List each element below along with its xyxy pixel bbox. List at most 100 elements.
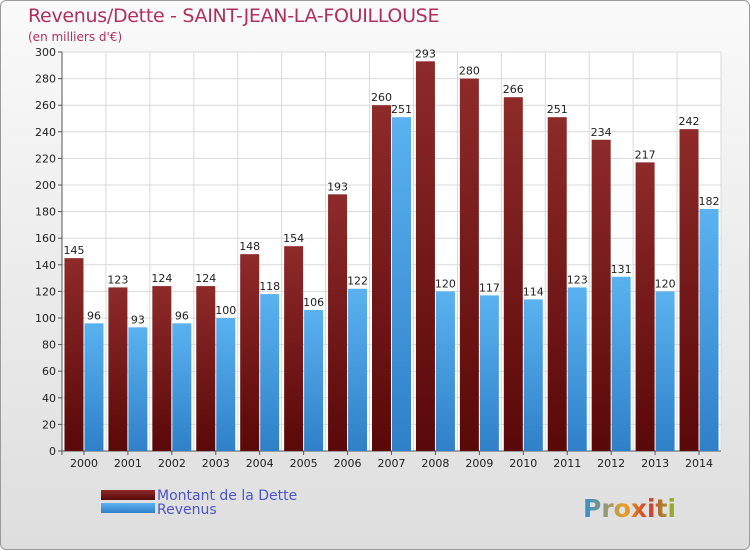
x-tick-label: 2000 [70, 457, 98, 470]
bar-dette [108, 287, 128, 451]
value-label-dette: 260 [371, 91, 392, 104]
x-tick-label: 2013 [641, 457, 669, 470]
x-tick-label: 2010 [509, 457, 537, 470]
y-tick-label: 280 [35, 73, 56, 86]
value-label-dette: 145 [63, 244, 84, 257]
value-label-revenus: 122 [347, 275, 368, 288]
bar-revenus [260, 294, 280, 451]
bar-revenus [128, 327, 148, 451]
x-tick-label: 2012 [597, 457, 625, 470]
y-tick-label: 120 [35, 285, 56, 298]
proxiti-logo: Proxiti [583, 494, 676, 523]
bar-revenus [479, 295, 499, 451]
y-tick-label: 100 [35, 312, 56, 325]
chart-subtitle: (en milliers d'€) [28, 30, 123, 44]
bar-dette [284, 246, 304, 451]
x-tick-label: 2001 [114, 457, 142, 470]
bar-revenus [567, 287, 587, 451]
legend-swatch-revenus [101, 503, 155, 513]
y-tick-label: 240 [35, 126, 56, 139]
y-tick-label: 260 [35, 99, 56, 112]
value-label-dette: 148 [239, 240, 260, 253]
plot-area [62, 52, 721, 451]
value-label-revenus: 120 [435, 277, 456, 290]
bar-revenus [611, 276, 631, 451]
y-tick-label: 300 [35, 46, 56, 59]
bar-dette [64, 258, 84, 451]
bar-dette [459, 78, 479, 451]
bar-revenus [655, 291, 675, 451]
legend: Montant de la Dette Revenus [101, 488, 297, 518]
x-tick-label: 2004 [246, 457, 274, 470]
bar-revenus [84, 323, 104, 451]
y-tick-label: 140 [35, 259, 56, 272]
bar-dette [415, 61, 435, 452]
x-tick-label: 2008 [421, 457, 449, 470]
legend-swatch-dette [101, 490, 155, 500]
value-label-revenus: 106 [303, 296, 324, 309]
x-tick-label: 2005 [290, 457, 318, 470]
y-tick-label: 80 [42, 339, 56, 352]
y-tick-label: 160 [35, 232, 56, 245]
y-tick-label: 40 [42, 392, 56, 405]
chart-title: Revenus/Dette - SAINT-JEAN-LA-FOUILLOUSE [28, 5, 440, 27]
y-tick-label: 60 [42, 365, 56, 378]
bar-revenus [216, 318, 236, 451]
x-tick-label: 2006 [334, 457, 362, 470]
value-label-revenus: 131 [611, 263, 632, 276]
value-label-dette: 266 [503, 83, 524, 96]
x-tick-label: 2011 [553, 457, 581, 470]
value-label-dette: 124 [151, 272, 172, 285]
y-tick-label: 0 [49, 445, 56, 458]
y-tick-label: 220 [35, 152, 56, 165]
bar-dette [372, 105, 391, 451]
value-label-revenus: 100 [215, 304, 236, 317]
value-label-dette: 242 [679, 115, 700, 128]
value-label-dette: 217 [635, 148, 656, 161]
value-label-dette: 193 [327, 180, 348, 193]
bar-dette [328, 194, 348, 451]
value-label-dette: 124 [195, 272, 216, 285]
bar-dette [240, 254, 260, 451]
legend-label-revenus: Revenus [157, 502, 217, 518]
bar-revenus [699, 208, 719, 451]
value-label-revenus: 182 [699, 195, 720, 208]
bar-dette [591, 139, 611, 451]
y-tick-label: 200 [35, 179, 56, 192]
y-tick-label: 180 [35, 206, 56, 219]
value-label-revenus: 123 [567, 273, 588, 286]
value-label-dette: 251 [547, 103, 568, 116]
value-label-dette: 234 [591, 126, 612, 139]
x-tick-label: 2014 [685, 457, 713, 470]
bar-revenus [435, 291, 455, 451]
bar-revenus [392, 117, 411, 452]
bar-revenus [348, 288, 368, 451]
x-tick-label: 2003 [202, 457, 230, 470]
bar-revenus [304, 310, 324, 451]
x-tick-label: 2007 [378, 457, 406, 470]
value-label-revenus: 96 [87, 309, 101, 322]
value-label-revenus: 117 [479, 281, 500, 294]
bar-dette [547, 117, 567, 452]
x-tick-label: 2009 [465, 457, 493, 470]
value-label-dette: 293 [415, 47, 436, 60]
value-label-revenus: 251 [391, 103, 412, 116]
y-tick-label: 20 [42, 418, 56, 431]
x-tick-label: 2002 [158, 457, 186, 470]
bar-dette [152, 286, 172, 451]
value-label-dette: 280 [459, 65, 480, 78]
bar-dette [679, 129, 699, 451]
value-label-revenus: 120 [655, 277, 676, 290]
value-label-dette: 154 [283, 232, 304, 245]
legend-label-dette: Montant de la Dette [157, 488, 297, 504]
bar-dette [503, 97, 523, 451]
value-label-revenus: 96 [175, 309, 189, 322]
value-label-revenus: 118 [259, 280, 280, 293]
bar-dette [635, 162, 655, 451]
value-label-revenus: 114 [523, 285, 544, 298]
bar-revenus [523, 299, 543, 451]
value-label-revenus: 93 [131, 313, 145, 326]
value-label-dette: 123 [107, 273, 128, 286]
